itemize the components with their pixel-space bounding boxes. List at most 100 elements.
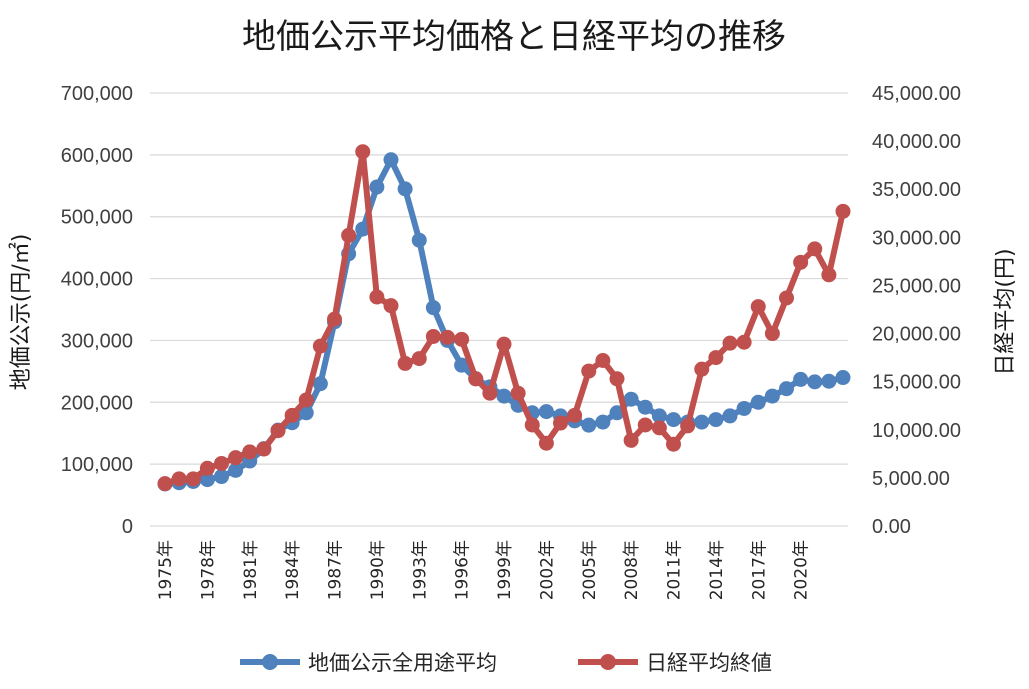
right-axis-title: 日経平均(円): [993, 248, 1018, 375]
x-tick-label: 2008年: [622, 540, 642, 600]
data-point: [355, 221, 371, 237]
data-point: [666, 436, 681, 452]
data-point: [567, 407, 583, 423]
left-tick-label: 600,000: [61, 145, 133, 167]
data-point: [312, 376, 328, 392]
x-tick-label: 2002年: [537, 540, 557, 600]
data-point: [214, 469, 229, 485]
data-point: [425, 300, 441, 316]
data-point: [609, 405, 625, 421]
left-tick-label: 400,000: [61, 269, 133, 291]
data-point: [524, 417, 540, 433]
data-point: [821, 267, 837, 283]
data-point: [736, 400, 752, 416]
data-point: [623, 432, 639, 448]
data-point: [482, 385, 498, 401]
right-tick-label: 25,000.00: [872, 275, 961, 297]
data-point: [807, 241, 823, 257]
data-point: [779, 381, 794, 397]
data-point: [793, 371, 809, 387]
x-tick-label: 1975年: [156, 540, 176, 600]
data-point: [284, 407, 300, 423]
data-point: [228, 462, 244, 478]
data-point: [595, 414, 611, 430]
data-point: [609, 371, 625, 387]
data-point: [270, 423, 286, 439]
right-tick-label: 40,000.00: [872, 131, 961, 153]
right-tick-label: 30,000.00: [872, 227, 961, 249]
data-point: [171, 471, 187, 487]
right-tick-label: 10,000.00: [872, 420, 961, 442]
series-layer: [157, 144, 851, 492]
data-point: [199, 472, 215, 488]
data-point: [383, 152, 399, 168]
series-line: [164, 156, 844, 487]
data-point: [651, 420, 667, 436]
data-point: [694, 361, 710, 377]
x-axis-ticks: 1975年 1978年 1981年 1984年 1987年 1990年 1993年 1996年…: [156, 540, 812, 600]
data-point: [750, 299, 766, 315]
data-point: [680, 418, 696, 434]
data-point: [199, 460, 215, 476]
data-point: [736, 334, 752, 350]
data-point: [835, 370, 851, 386]
right-tick-label: 45,000.00: [872, 83, 961, 105]
data-point: [369, 179, 385, 195]
data-point: [637, 417, 653, 433]
series-land-price: [157, 152, 851, 492]
data-point: [708, 412, 724, 428]
data-point: [411, 351, 427, 367]
data-point: [256, 441, 272, 457]
x-tick-label: 2005年: [580, 540, 600, 600]
x-tick-label: 1981年: [241, 540, 261, 600]
left-tick-label: 500,000: [61, 207, 133, 229]
x-tick-label: 2017年: [749, 540, 769, 600]
left-tick-label: 200,000: [61, 392, 133, 414]
data-point: [468, 371, 484, 387]
data-point: [835, 203, 851, 219]
legend-label-land-price: 地価公示全用途平均: [308, 651, 497, 675]
data-point: [581, 363, 597, 379]
x-tick-label: 1999年: [495, 540, 515, 600]
legend-marker-nikkei: [600, 654, 616, 670]
series-line: [164, 148, 846, 487]
data-point: [454, 357, 470, 373]
legend-item-nikkei: 日経平均終値: [578, 651, 772, 675]
data-point: [341, 227, 357, 243]
legend-item-land-price: 地価公示全用途平均: [240, 651, 497, 675]
gridlines: [150, 92, 848, 527]
data-point: [242, 444, 258, 460]
data-point: [298, 405, 314, 421]
data-point: [312, 338, 328, 354]
data-point: [708, 350, 724, 366]
x-tick-label: 2014年: [707, 540, 727, 600]
x-tick-label: 1978年: [198, 540, 218, 600]
data-point: [722, 335, 738, 351]
left-y-axis-ticks: 0 100,000 200,000 300,000 400,000 500,000 600,…: [61, 83, 133, 538]
data-point: [440, 329, 455, 345]
left-tick-label: 100,000: [61, 454, 133, 476]
data-point: [694, 414, 710, 430]
x-tick-label: 1984年: [283, 540, 303, 600]
right-tick-label: 5,000.00: [872, 468, 950, 490]
data-point: [425, 328, 441, 344]
data-point: [369, 289, 385, 305]
data-point: [807, 374, 823, 390]
data-point: [496, 388, 512, 404]
data-point: [538, 435, 554, 451]
right-tick-label: 0.00: [872, 516, 911, 538]
legend: 地価公示全用途平均 日経平均終値: [240, 651, 772, 675]
data-point: [397, 181, 413, 197]
data-point: [510, 385, 526, 401]
x-tick-label: 1996年: [453, 540, 473, 600]
data-point: [411, 232, 427, 248]
data-point: [228, 450, 244, 466]
data-point: [454, 331, 470, 347]
data-point: [623, 391, 639, 407]
x-tick-label: 1990年: [368, 540, 388, 600]
data-point: [383, 298, 399, 314]
data-point: [793, 254, 809, 270]
x-tick-label: 1993年: [410, 540, 430, 600]
chart-title: 地価公示平均価格と日経平均の推移: [242, 17, 786, 57]
